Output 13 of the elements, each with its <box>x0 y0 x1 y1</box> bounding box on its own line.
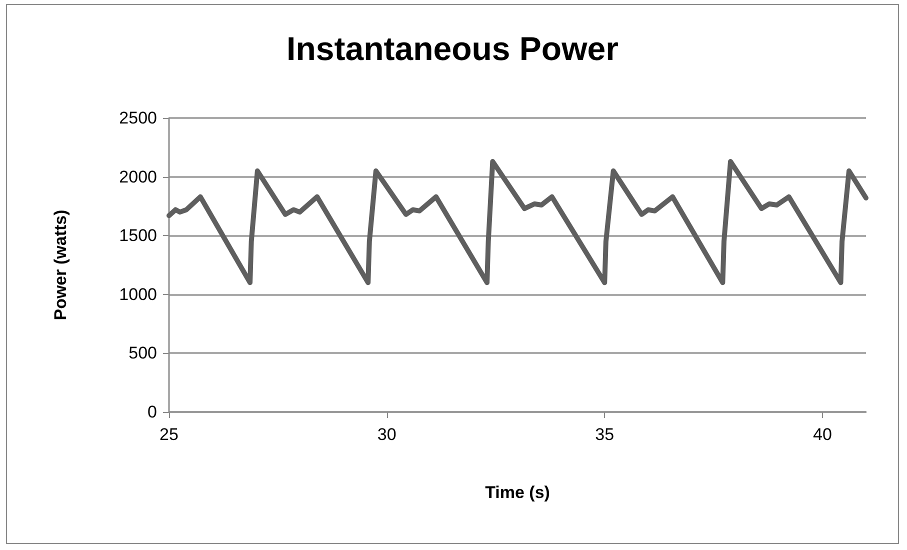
x-tick-label: 30 <box>377 425 396 444</box>
chart-title: Instantaneous Power <box>286 30 619 67</box>
y-tick-label: 0 <box>148 402 157 422</box>
y-tick-label: 2000 <box>119 167 157 186</box>
y-axis-title: Power (watts) <box>51 210 70 320</box>
x-tick-label: 40 <box>812 425 832 444</box>
y-tick-label: 500 <box>128 344 157 363</box>
x-tick-label: 35 <box>595 425 614 444</box>
y-tick-label: 1500 <box>119 226 157 246</box>
x-axis-title: Time (s) <box>485 483 550 502</box>
y-tick-label: 2500 <box>119 108 157 128</box>
y-tick-label: 1000 <box>119 284 157 304</box>
x-tick-label: 25 <box>160 425 178 444</box>
